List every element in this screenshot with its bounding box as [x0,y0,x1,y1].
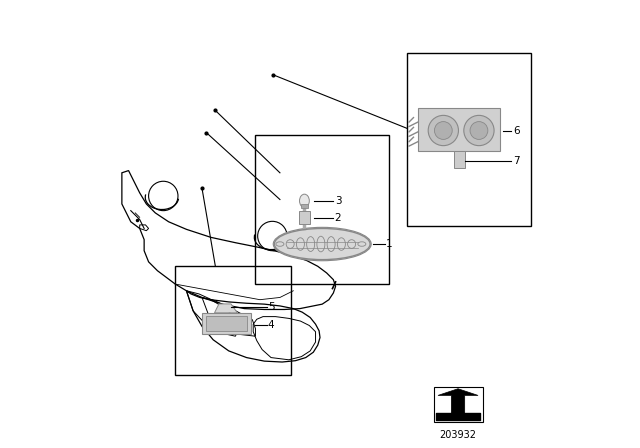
Text: 6: 6 [513,125,520,135]
Bar [301,204,308,208]
Text: 7: 7 [513,156,520,166]
Bar [418,108,500,151]
Text: 203932: 203932 [440,430,477,440]
Text: 3: 3 [335,196,341,206]
Ellipse shape [464,116,494,146]
Bar [255,135,389,284]
Text: 4: 4 [268,320,275,330]
Bar [175,266,291,375]
Bar [202,313,251,334]
Bar [299,211,310,224]
Ellipse shape [435,121,452,139]
Text: 2: 2 [335,213,341,223]
Bar [207,316,246,331]
Bar [433,387,483,422]
Bar [454,151,465,168]
Polygon shape [438,389,478,413]
Bar [407,52,531,226]
Text: 5: 5 [268,302,275,312]
Ellipse shape [300,194,309,207]
Ellipse shape [273,227,371,261]
Ellipse shape [428,116,458,146]
Ellipse shape [470,121,488,139]
Polygon shape [214,304,237,313]
Text: 1: 1 [386,239,392,249]
